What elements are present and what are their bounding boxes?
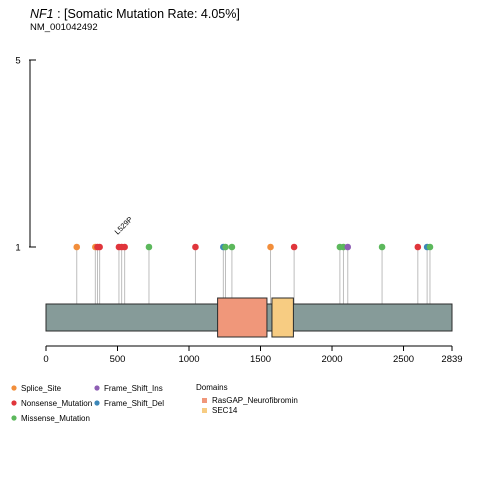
y-tick-label: 1 (15, 243, 20, 254)
x-tick-label: 2839 (441, 354, 462, 365)
legend-label: Frame_Shift_Del (104, 399, 164, 408)
mutation-point (290, 243, 298, 251)
y-tick-label: 5 (15, 56, 20, 67)
mutation-rate: : [Somatic Mutation Rate: 4.05%] (54, 7, 240, 21)
x-tick-label: 2500 (393, 354, 414, 365)
mutation-heads (73, 243, 434, 251)
domain-rasgap-neurofibromin (217, 297, 268, 338)
mutation-point (414, 243, 422, 251)
legend-label: Nonsense_Mutation (21, 399, 92, 408)
legend-marker (94, 385, 100, 391)
x-axis: 0 500 1000 1500 2000 2500 2839 (43, 345, 463, 365)
legend-domain-label: SEC14 (212, 406, 238, 415)
mutation-label: L529P (113, 215, 135, 237)
plot-title: NF1 : [Somatic Mutation Rate: 4.05%] (30, 7, 240, 21)
domain-sec14 (271, 297, 294, 338)
legend-marker (11, 415, 17, 421)
legend: Splice_Site Frame_Shift_Ins Nonsense_Mutat… (11, 383, 298, 423)
legend-label: Missense_Mutation (21, 414, 90, 423)
x-tick-label: 500 (110, 354, 126, 365)
mutation-point (344, 243, 352, 251)
legend-domain-swatch (202, 408, 207, 413)
legend-domains-title: Domains (196, 383, 228, 392)
mutation-point (96, 243, 103, 251)
legend-marker (11, 400, 17, 406)
mutation-labels: L529P (113, 215, 135, 237)
protein-track (45, 297, 453, 338)
x-tick-label: 1500 (250, 354, 271, 365)
legend-domain-label: RasGAP_Neurofibromin (212, 396, 298, 405)
mutation-point (192, 243, 199, 251)
legend-label: Frame_Shift_Ins (104, 384, 163, 393)
gene-name: NF1 (30, 7, 54, 21)
mutation-point (121, 243, 128, 251)
legend-label: Splice_Site (21, 384, 62, 393)
x-tick-label: 1000 (178, 354, 199, 365)
mutation-point (73, 243, 81, 251)
mutation-sticks (76, 247, 431, 304)
legend-marker (94, 400, 100, 406)
mutation-point (378, 243, 386, 251)
x-tick-label: 2000 (321, 354, 342, 365)
legend-marker (11, 385, 17, 391)
mutation-point (267, 243, 274, 251)
y-axis: 15 (15, 56, 36, 254)
mutation-point (426, 243, 434, 251)
legend-domain-swatch (202, 398, 207, 403)
mutation-point (145, 243, 153, 251)
mutation-point (222, 243, 229, 251)
x-tick-label: 0 (43, 354, 48, 365)
mutation-point (228, 243, 236, 251)
transcript-id: NM_001042492 (30, 22, 98, 33)
